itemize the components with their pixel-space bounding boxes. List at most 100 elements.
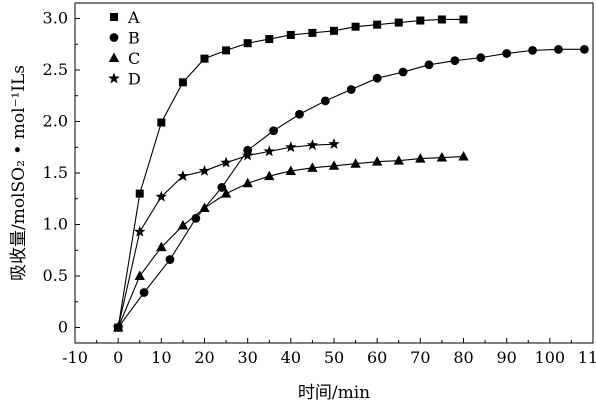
data-point-A: [308, 28, 317, 37]
data-point-A: [200, 54, 209, 63]
series-layer: [112, 15, 589, 333]
legend-label-C: C: [128, 49, 140, 68]
x-tick-label: 10: [151, 348, 171, 367]
data-point-A: [416, 16, 425, 25]
data-point-B: [346, 85, 356, 94]
data-point-A: [394, 18, 403, 27]
data-point-B: [502, 49, 512, 58]
data-point-C: [199, 202, 210, 213]
legend-label-B: B: [128, 29, 140, 48]
data-point-C: [350, 158, 361, 168]
data-point-C: [242, 177, 253, 188]
x-tick-label: 20: [194, 348, 214, 367]
series-D: [112, 138, 340, 333]
data-point-B: [217, 183, 227, 192]
data-point-A: [437, 15, 446, 24]
legend-label-A: A: [127, 8, 140, 27]
legend-marker-B: [109, 33, 119, 42]
data-point-D: [328, 138, 340, 150]
x-axis-ticks: -10 0 10 20 30 40 50 60 70 80 90 100 110: [62, 338, 596, 367]
x-tick-label: 0: [113, 348, 123, 367]
data-point-A: [222, 46, 231, 55]
data-point-C: [177, 220, 189, 230]
y-tick-label: 1.0: [43, 215, 68, 234]
x-axis-label: 时间/min: [298, 383, 370, 403]
data-point-B: [295, 109, 304, 119]
x-tick-label: 100: [535, 348, 566, 367]
data-point-D: [112, 321, 124, 333]
y-tick-label: 3.0: [43, 8, 68, 27]
y-axis-ticks: 0 0.5 1.0 1.5 2.0 2.5 3.0: [43, 8, 80, 337]
data-point-B: [398, 67, 408, 77]
data-point-C: [371, 156, 383, 166]
data-point-B: [476, 53, 486, 63]
x-tick-label: -10: [62, 348, 88, 367]
data-point-D: [177, 170, 189, 181]
data-point-B: [320, 96, 330, 106]
data-point-B: [165, 255, 175, 264]
data-point-C: [307, 162, 318, 172]
legend-marker-D: [108, 72, 120, 84]
x-tick-label: 90: [496, 348, 516, 367]
series-B: [113, 44, 589, 332]
data-point-C: [156, 241, 167, 252]
y-tick-label: 2.0: [43, 111, 68, 130]
y-tick-label: 0: [58, 318, 68, 337]
series-line-C: [117, 155, 464, 328]
plot-frame: [74, 2, 594, 344]
legend-marker-C: [108, 52, 120, 62]
x-tick-label: 110: [578, 348, 596, 367]
x-tick-label: 40: [281, 348, 301, 367]
data-point-D: [263, 145, 275, 157]
data-point-A: [135, 189, 144, 198]
y-tick-label: 1.5: [43, 163, 68, 182]
y-tick-label: 0.5: [43, 266, 68, 285]
x-tick-label: 30: [237, 348, 257, 367]
data-point-B: [528, 45, 537, 55]
data-point-A: [265, 35, 274, 44]
data-point-C: [328, 160, 340, 170]
data-point-B: [269, 126, 278, 136]
data-point-C: [285, 165, 297, 175]
data-point-C: [436, 152, 448, 162]
y-axis-label: 吸收量/molSO₂ • mol⁻¹ILs: [9, 65, 29, 281]
data-point-D: [220, 156, 232, 168]
data-point-C: [415, 153, 426, 163]
data-point-B: [579, 44, 589, 54]
data-point-C: [264, 170, 275, 181]
data-point-B: [139, 288, 149, 297]
x-tick-label: 60: [367, 348, 387, 367]
data-point-C: [134, 270, 145, 281]
x-tick-label: 50: [324, 348, 344, 367]
data-point-D: [285, 141, 297, 153]
data-point-C: [220, 188, 232, 198]
data-point-A: [243, 39, 252, 48]
data-point-A: [286, 30, 295, 39]
data-point-A: [373, 20, 382, 29]
data-point-D: [134, 225, 146, 237]
data-point-D: [241, 149, 254, 161]
data-point-D: [198, 164, 211, 176]
data-point-A: [178, 78, 187, 87]
data-point-A: [330, 26, 338, 35]
legend-marker-A: [110, 13, 118, 21]
legend-label-D: D: [128, 70, 141, 89]
data-point-D: [155, 190, 168, 202]
data-point-B: [554, 44, 563, 54]
data-point-A: [459, 15, 468, 24]
data-point-A: [157, 118, 166, 127]
x-tick-label: 70: [410, 348, 430, 367]
data-point-B: [450, 56, 460, 66]
data-point-B: [372, 73, 382, 83]
data-point-B: [424, 60, 434, 70]
series-line-D: [117, 143, 335, 328]
data-point-D: [306, 139, 319, 151]
y-tick-label: 2.5: [43, 60, 68, 79]
data-point-A: [351, 22, 360, 31]
series-C: [112, 151, 469, 332]
data-point-C: [393, 155, 404, 165]
x-tick-label: 80: [453, 348, 473, 367]
data-point-C: [458, 151, 469, 161]
